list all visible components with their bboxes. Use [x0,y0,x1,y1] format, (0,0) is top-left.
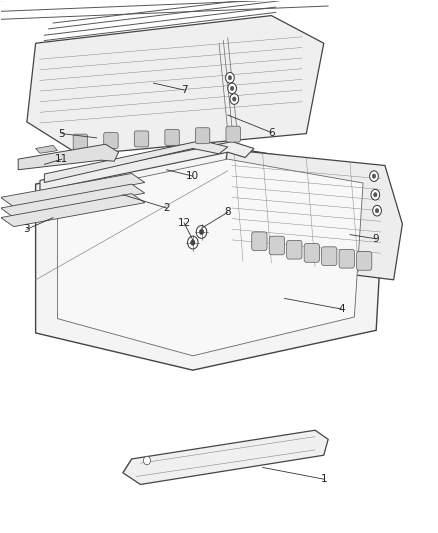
Circle shape [187,236,198,249]
Polygon shape [40,142,254,191]
Circle shape [371,189,380,200]
FancyBboxPatch shape [165,130,179,146]
FancyBboxPatch shape [269,236,285,255]
Text: 1: 1 [321,474,327,484]
Polygon shape [1,193,145,227]
FancyBboxPatch shape [134,131,149,147]
Circle shape [372,174,376,178]
Circle shape [228,76,232,80]
Circle shape [373,205,381,216]
Text: 10: 10 [186,171,199,181]
Text: 4: 4 [338,304,345,314]
FancyBboxPatch shape [104,133,118,149]
Polygon shape [18,144,119,169]
Text: 2: 2 [163,203,170,213]
Text: 9: 9 [373,234,379,244]
Text: 12: 12 [177,218,191,228]
Polygon shape [35,146,57,154]
Circle shape [374,192,377,197]
Circle shape [191,240,195,245]
Polygon shape [1,184,145,217]
Circle shape [375,208,379,213]
Text: 7: 7 [181,85,187,95]
Circle shape [196,225,207,238]
Text: 5: 5 [59,128,65,139]
Circle shape [199,229,204,235]
Circle shape [370,171,378,181]
Polygon shape [57,159,363,356]
Circle shape [233,97,236,101]
FancyBboxPatch shape [226,126,240,142]
Text: 11: 11 [55,154,68,164]
FancyBboxPatch shape [321,247,337,265]
FancyBboxPatch shape [287,240,302,259]
Circle shape [226,72,234,83]
Text: 3: 3 [24,224,30,235]
Text: 6: 6 [268,127,275,138]
Polygon shape [1,173,145,207]
Polygon shape [44,141,228,182]
Circle shape [230,86,234,91]
Text: 8: 8 [224,207,231,217]
Circle shape [230,94,239,104]
FancyBboxPatch shape [339,249,354,268]
Polygon shape [219,150,403,280]
FancyBboxPatch shape [252,232,267,251]
Circle shape [228,83,237,94]
FancyBboxPatch shape [304,244,319,262]
Circle shape [144,456,150,465]
FancyBboxPatch shape [195,128,210,144]
FancyBboxPatch shape [73,134,88,150]
Polygon shape [27,15,324,155]
Polygon shape [35,147,385,370]
FancyBboxPatch shape [357,252,372,270]
Polygon shape [123,430,328,484]
